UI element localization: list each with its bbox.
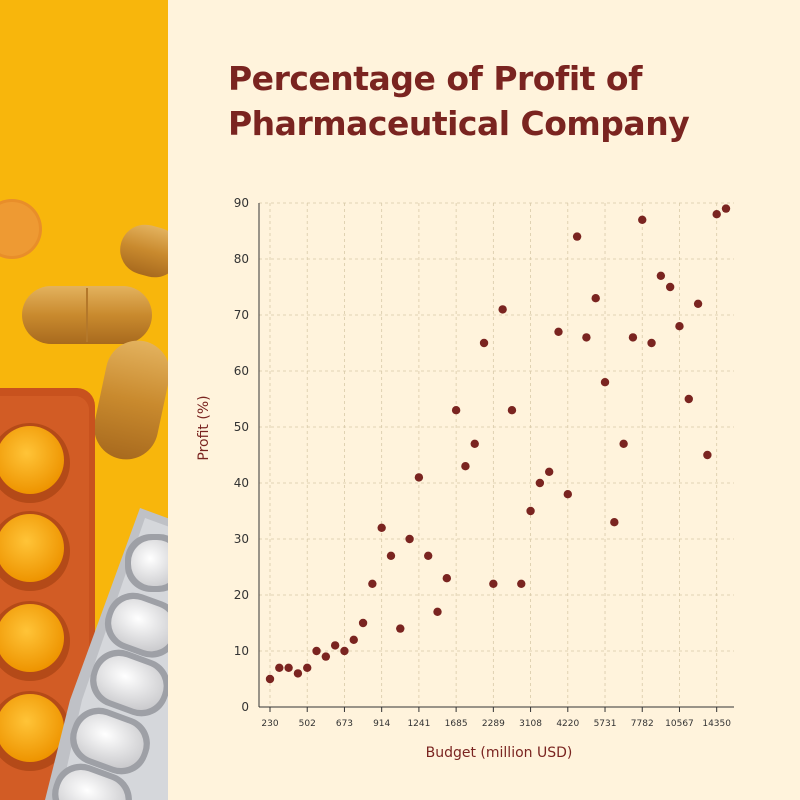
pills-illustration: [0, 199, 168, 800]
data-point: [526, 506, 535, 516]
x-tick-labels: 230 502 673 914 1241 1685 2289 3108 4220 5731 7782…: [261, 719, 731, 729]
data-point: [544, 467, 554, 476]
data-point: [405, 534, 414, 544]
data-point: [712, 210, 721, 219]
data-point: [451, 406, 461, 415]
data-point: [303, 663, 312, 672]
data-point: [489, 579, 498, 588]
x-axis-title: Budget (million USD): [426, 745, 573, 761]
data-points: [265, 204, 731, 684]
data-point: [703, 450, 712, 460]
data-point: [572, 232, 582, 241]
data-point: [358, 618, 368, 628]
data-point: [554, 327, 563, 336]
data-point: [507, 406, 517, 415]
y-tick-label: 40: [234, 476, 249, 490]
data-point: [628, 333, 638, 342]
y-tick-label: 60: [234, 364, 249, 378]
x-tick-label: 10567: [665, 719, 694, 729]
data-point: [638, 215, 647, 224]
data-point: [293, 669, 303, 678]
data-point: [665, 282, 675, 292]
data-point: [470, 439, 479, 448]
data-point: [619, 439, 628, 448]
x-tick-label: 673: [336, 719, 353, 729]
data-point: [563, 490, 572, 499]
x-tick-label: 914: [373, 719, 390, 729]
grid-lines: [259, 202, 734, 707]
data-point: [377, 523, 386, 532]
data-point: [396, 624, 405, 633]
data-point: [265, 674, 275, 684]
x-tick-label: 502: [299, 719, 316, 729]
y-tick-label: 80: [234, 252, 249, 266]
y-tick-label: 50: [234, 420, 249, 434]
pills-photo: [0, 0, 168, 800]
x-tick-label: 7782: [631, 719, 654, 729]
x-tick-label: 3108: [519, 719, 542, 729]
y-tick-label: 90: [234, 196, 249, 210]
data-point: [656, 271, 666, 280]
data-point: [414, 473, 424, 482]
y-axis-title: Profit (%): [196, 395, 212, 460]
data-point: [675, 322, 684, 331]
data-point: [517, 579, 526, 588]
data-point: [498, 305, 507, 314]
data-point: [479, 338, 489, 348]
data-point: [386, 551, 396, 560]
data-point: [591, 294, 600, 303]
data-point: [340, 646, 349, 656]
data-point: [461, 462, 470, 471]
x-tick-label: 1685: [445, 719, 468, 729]
y-tick-label: 10: [234, 644, 249, 658]
x-tick-label: 4220: [556, 719, 579, 729]
data-point: [610, 518, 619, 527]
x-tick-label: 230: [261, 719, 278, 729]
chart-title: Percentage of Profit of Pharmaceutical C…: [228, 59, 690, 143]
y-tick-label: 70: [234, 308, 249, 322]
data-point: [330, 641, 340, 650]
data-point: [535, 478, 545, 488]
data-point: [582, 333, 591, 342]
data-point: [721, 204, 731, 213]
x-tick-label: 5731: [594, 719, 617, 729]
y-tick-labels: 0 10 20 30 40 50 60 70 80 90: [234, 196, 249, 714]
data-point: [349, 635, 358, 644]
y-tick-label: 20: [234, 588, 249, 602]
data-point: [275, 663, 284, 672]
data-point: [284, 663, 293, 672]
data-point: [368, 579, 377, 588]
axes: [258, 203, 734, 712]
x-tick-label: 2289: [482, 719, 505, 729]
y-tick-label: 0: [241, 700, 249, 714]
data-point: [647, 338, 656, 348]
x-tick-label: 1241: [407, 719, 430, 729]
y-tick-label: 30: [234, 532, 249, 546]
data-point: [433, 607, 442, 616]
x-tick-label: 14350: [702, 719, 731, 729]
data-point: [600, 378, 610, 387]
data-point: [424, 551, 433, 560]
data-point: [312, 646, 321, 656]
data-point: [693, 299, 703, 308]
data-point: [442, 574, 452, 583]
data-point: [684, 394, 693, 404]
data-point: [321, 652, 331, 661]
